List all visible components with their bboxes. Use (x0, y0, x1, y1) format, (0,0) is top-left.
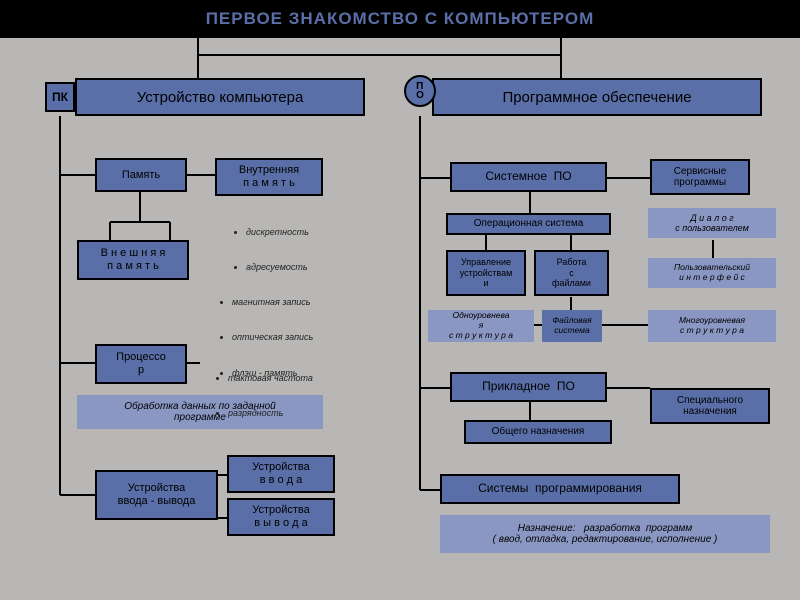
dev-mgmt-box: Управление устройствам и (446, 250, 526, 296)
bullet: разрядность (228, 408, 313, 420)
memory-label: Память (122, 169, 160, 182)
memory-box: Память (95, 158, 187, 192)
internal-memory-box: Внутренняя п а м я т ь (215, 158, 323, 196)
files-box: Работа с файлами (534, 250, 609, 296)
pc-badge: ПК (45, 82, 75, 112)
service-box: Сервисные программы (650, 159, 750, 195)
io-input-box: Устройства в в о д а (227, 455, 335, 493)
io-input-label: Устройства в в о д а (252, 461, 310, 486)
files-label: Работа с файлами (552, 257, 591, 288)
special-label: Специального назначения (677, 395, 743, 418)
dialog-box: Д и а л о г с пользователем (648, 208, 776, 238)
os-label: Операционная система (474, 218, 584, 230)
prog-sys-label: Системы программирования (478, 482, 642, 496)
cpu-bullets: тактовая частота разрядность (214, 350, 313, 432)
bullet: адресуемость (246, 262, 309, 274)
single-level-box: Одноуровнева я с т р у к т у р а (428, 310, 534, 342)
section-software-label: Программное обеспечение (502, 89, 691, 106)
header-bar: ПЕРВОЕ ЗНАКОМСТВО С КОМПЬЮТЕРОМ (0, 0, 800, 38)
prog-note-box: Назначение: разработка программ ( ввод, … (440, 515, 770, 553)
multi-level-label: Многоуровневая с т р у к т у р а (679, 316, 745, 336)
filesystem-box: Файловая система (542, 310, 602, 342)
bullet: оптическая запись (232, 332, 313, 344)
filesystem-label: Файловая система (552, 316, 591, 336)
external-memory-box: В н е ш н я я п а м я т ь (77, 240, 189, 280)
general-label: Общего назначения (492, 426, 585, 438)
cpu-label: Процессо р (116, 351, 166, 376)
cpu-box: Процессо р (95, 344, 187, 384)
io-label: Устройства ввода - вывода (118, 482, 196, 507)
external-memory-label: В н е ш н я я п а м я т ь (101, 247, 166, 272)
prog-sys-box: Системы программирования (440, 474, 680, 504)
service-label: Сервисные программы (674, 166, 727, 189)
special-box: Специального назначения (650, 388, 770, 424)
ui-box: Пользовательский и н т е р ф е й с (648, 258, 776, 288)
multi-level-box: Многоуровневая с т р у к т у р а (648, 310, 776, 342)
dialog-label: Д и а л о г с пользователем (675, 213, 749, 234)
section-hardware-label: Устройство компьютера (137, 89, 304, 106)
ui-label: Пользовательский и н т е р ф е й с (674, 263, 750, 283)
io-box: Устройства ввода - вывода (95, 470, 218, 520)
general-box: Общего назначения (464, 420, 612, 444)
po-badge: П О (404, 75, 436, 107)
bullet: магнитная запись (232, 297, 313, 309)
internal-memory-label: Внутренняя п а м я т ь (239, 164, 299, 189)
applied-po-label: Прикладное ПО (482, 380, 575, 394)
section-hardware: Устройство компьютера (75, 78, 365, 116)
bullet: тактовая частота (228, 373, 313, 385)
system-po-box: Системное ПО (450, 162, 607, 192)
bullet: дискретность (246, 227, 309, 239)
system-po-label: Системное ПО (485, 170, 571, 184)
applied-po-box: Прикладное ПО (450, 372, 607, 402)
dev-mgmt-label: Управление устройствам и (460, 257, 513, 288)
header-title: ПЕРВОЕ ЗНАКОМСТВО С КОМПЬЮТЕРОМ (206, 9, 595, 29)
section-software: Программное обеспечение (432, 78, 762, 116)
io-output-label: Устройства в ы в о д а (252, 504, 310, 529)
single-level-label: Одноуровнева я с т р у к т у р а (449, 311, 513, 340)
os-box: Операционная система (446, 213, 611, 235)
io-output-box: Устройства в ы в о д а (227, 498, 335, 536)
prog-note-label: Назначение: разработка программ ( ввод, … (493, 523, 718, 546)
